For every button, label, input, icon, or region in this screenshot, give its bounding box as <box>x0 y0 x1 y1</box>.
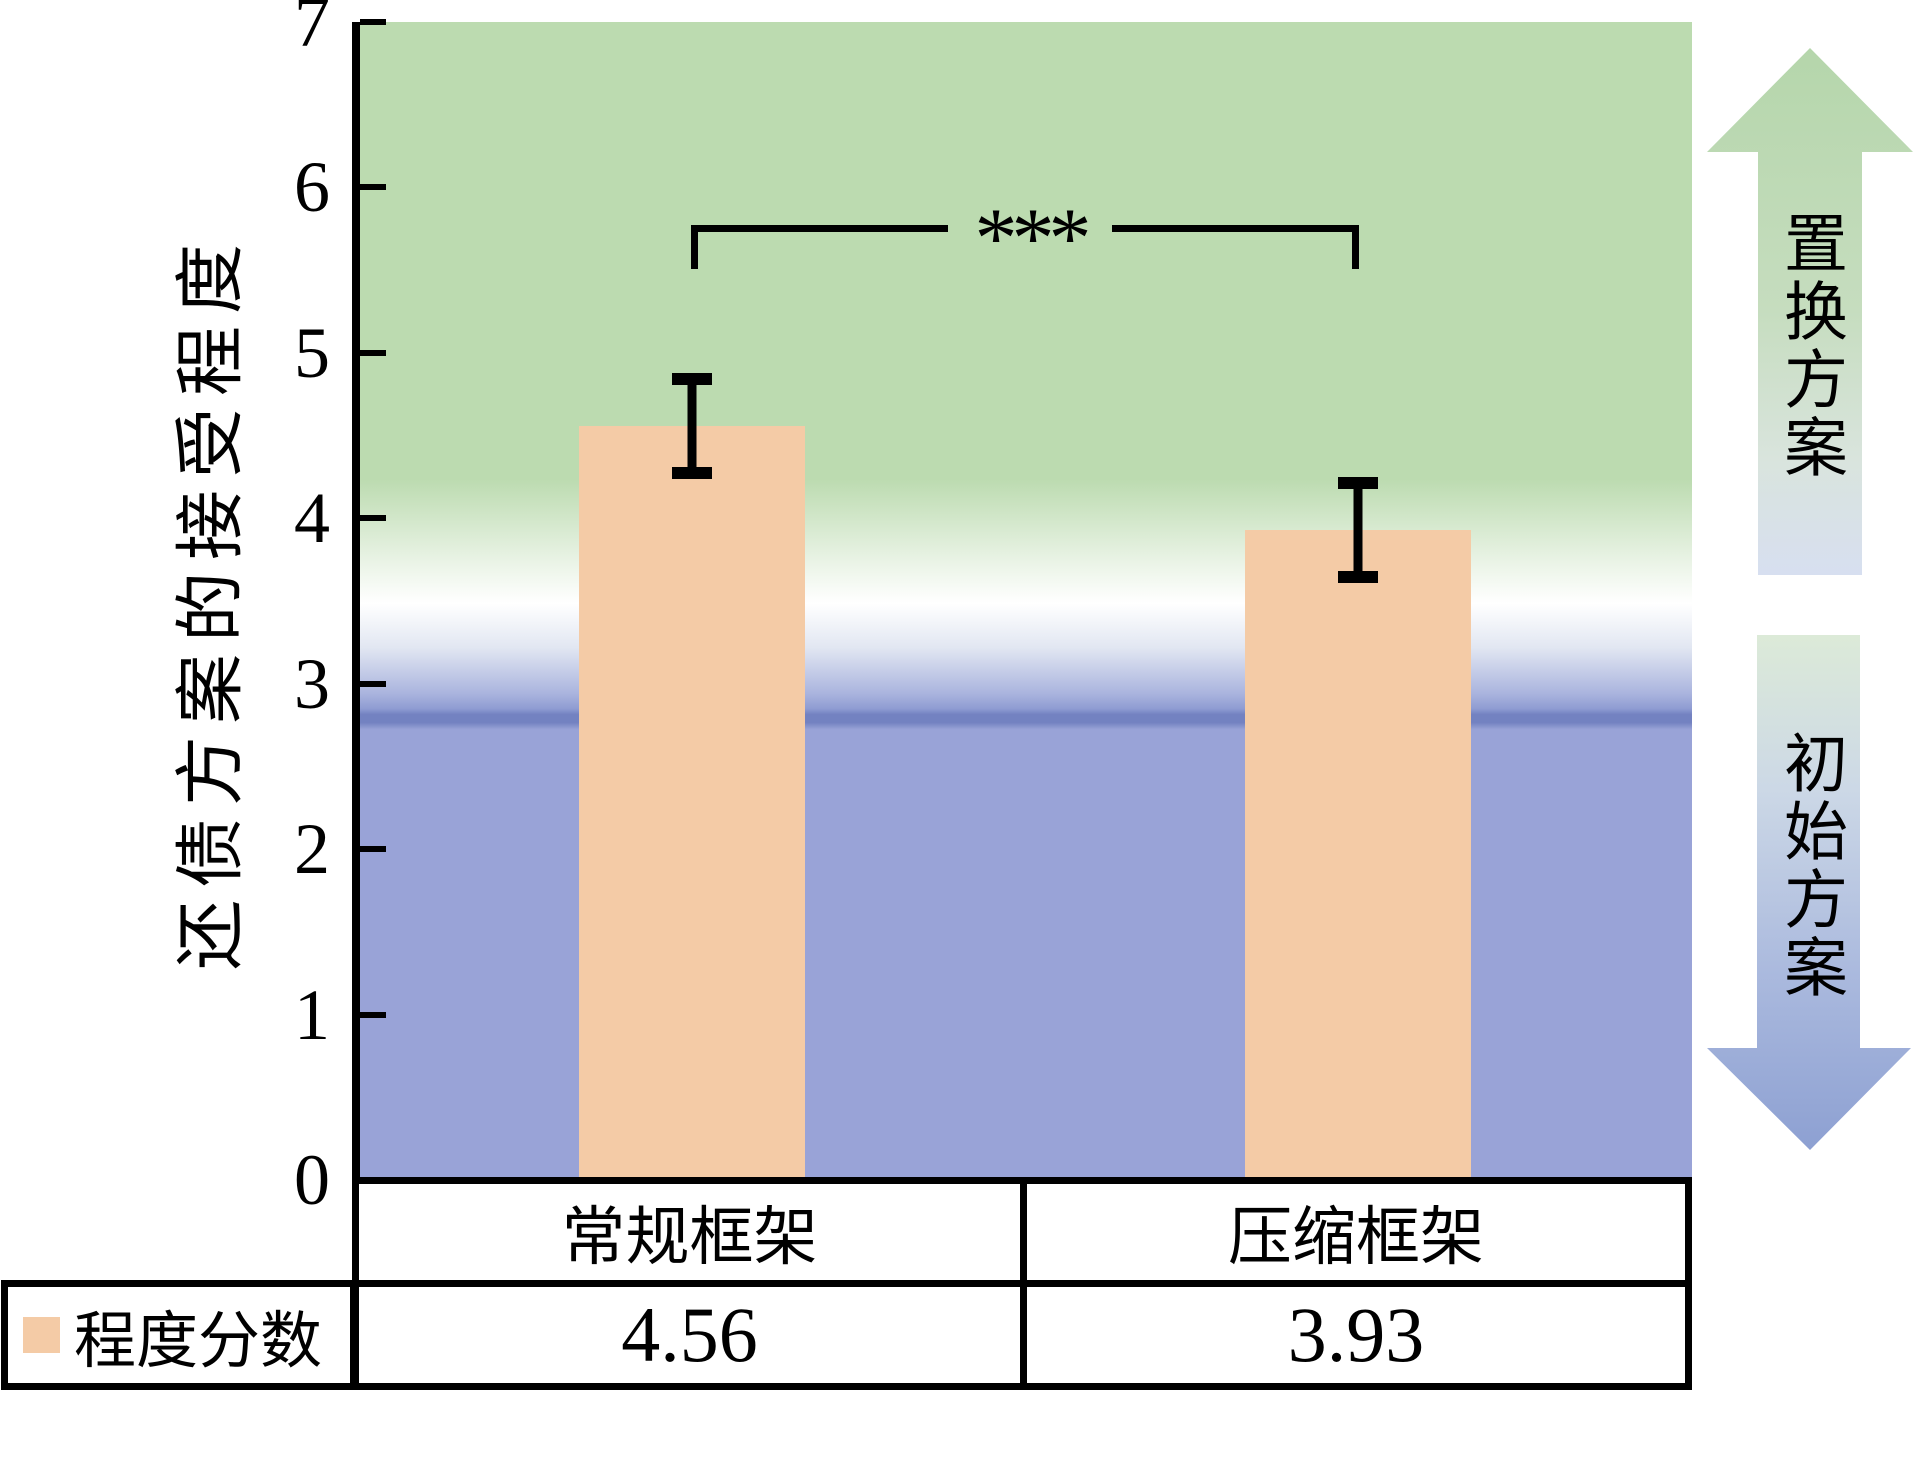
data-table: 常规框架 压缩框架 4.56 3.93 <box>352 1177 1692 1390</box>
bar-常规框架 <box>579 425 805 1180</box>
category-label-1: 常规框架 <box>561 1202 818 1273</box>
error-bar-压缩框架 <box>1338 476 1378 583</box>
y-tick-label: 4 <box>294 478 330 559</box>
y-tick-label: 7 <box>294 0 330 62</box>
lower-region-arrow-down-icon <box>1707 635 1911 1150</box>
y-tick <box>360 19 386 25</box>
y-tick <box>360 680 386 687</box>
value-row: 4.56 3.93 <box>359 1287 1685 1383</box>
y-tick <box>360 846 386 853</box>
value-cell-2: 3.93 <box>1020 1287 1685 1383</box>
y-tick-label: 0 <box>294 1140 330 1220</box>
category-row: 常规框架 压缩框架 <box>359 1184 1685 1287</box>
legend: 程度分数 <box>1 1280 357 1390</box>
bar-压缩框架 <box>1245 529 1471 1180</box>
category-cell-1: 常规框架 <box>359 1184 1020 1280</box>
legend-swatch-icon <box>23 1317 60 1353</box>
y-tick <box>360 349 386 356</box>
error-bar-常规框架 <box>672 372 712 479</box>
upper-region-label: 置换方案 <box>1775 210 1846 482</box>
y-tick <box>360 184 386 191</box>
upper-region-arrow-up-icon <box>1707 48 1913 575</box>
y-axis-line <box>352 22 360 1184</box>
y-tick <box>360 515 386 522</box>
y-tick-label: 5 <box>294 312 330 393</box>
value-label-2: 3.93 <box>1287 1291 1425 1378</box>
y-tick-label: 3 <box>294 643 330 724</box>
value-cell-1: 4.56 <box>359 1287 1020 1383</box>
value-label-1: 4.56 <box>621 1291 758 1378</box>
category-cell-2: 压缩框架 <box>1020 1184 1685 1280</box>
y-tick <box>360 1011 386 1018</box>
y-tick-label: 2 <box>294 809 330 890</box>
category-label-2: 压缩框架 <box>1228 1202 1484 1273</box>
y-tick-label: 6 <box>294 147 330 228</box>
lower-region-label: 初始方案 <box>1775 730 1846 1002</box>
y-tick-label: 1 <box>294 974 330 1055</box>
y-axis-title: 还债方案的接受程度 <box>173 232 251 970</box>
legend-label: 程度分数 <box>74 1308 323 1376</box>
significance-stars: *** <box>948 195 1112 281</box>
